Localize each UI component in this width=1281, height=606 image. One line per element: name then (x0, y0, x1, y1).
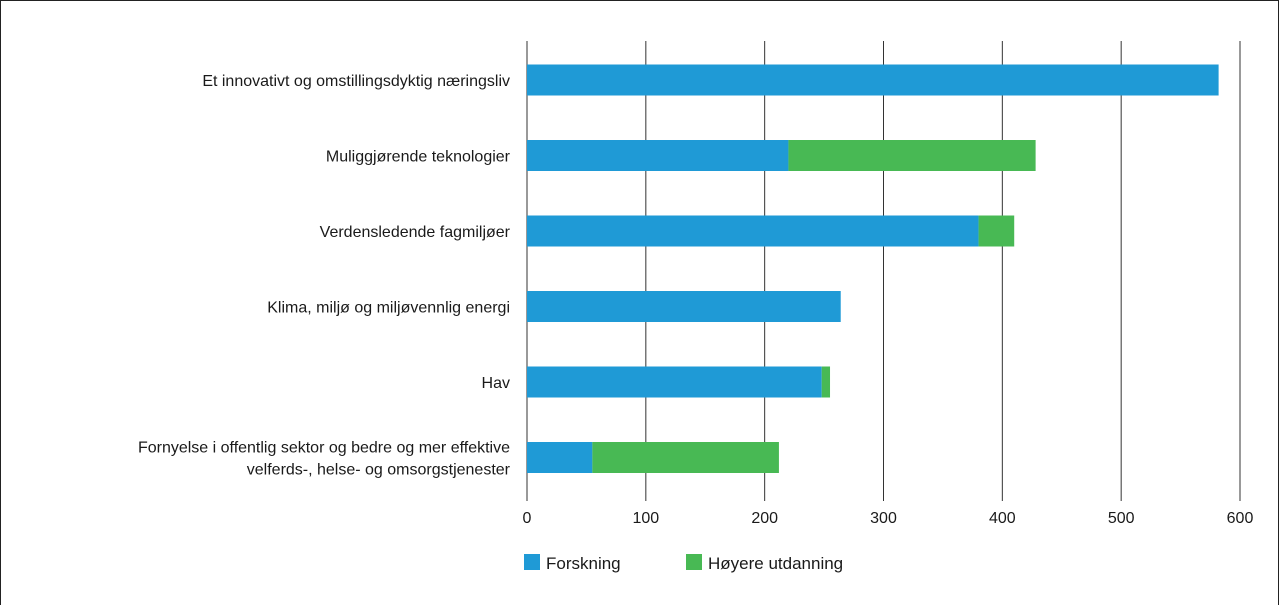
x-tick-label-100: 100 (632, 510, 659, 527)
bar-hoyere-utdanning-4 (821, 366, 831, 398)
category-label-4: Hav (482, 375, 510, 392)
bar-forskning-2 (527, 215, 979, 247)
legend-label-hoyere-utdanning: Høyere utdanning (708, 554, 843, 573)
gridlines (526, 41, 1241, 501)
category-label-5-line-1: velferds-, helse- og omsorgstjenester (247, 462, 511, 479)
x-tick-labels: 0 100 200 300 400 500 600 (523, 510, 1254, 527)
x-tick-label-400: 400 (989, 510, 1016, 527)
x-tick-label-200: 200 (751, 510, 778, 527)
x-tick-label-500: 500 (1108, 510, 1135, 527)
legend-swatch-hoyere-utdanning (686, 554, 702, 570)
bar-forskning-1 (527, 140, 789, 171)
bar-hoyere-utdanning-5 (592, 442, 779, 473)
bars (527, 64, 1219, 473)
bar-forskning-0 (527, 64, 1219, 96)
legend-swatch-forskning (524, 554, 540, 570)
x-tick-label-0: 0 (523, 510, 532, 527)
legend: Forskning Høyere utdanning (524, 554, 843, 573)
category-label-0: Et innovativt og omstillingsdyktig nærin… (202, 73, 510, 90)
category-label-1: Muliggjørende teknologier (326, 149, 511, 166)
category-label-2: Verdensledende fagmiljøer (320, 224, 511, 241)
category-label-3: Klima, miljø og miljøvennlig energi (267, 300, 510, 317)
bar-forskning-3 (527, 291, 841, 322)
x-tick-label-300: 300 (870, 510, 897, 527)
legend-label-forskning: Forskning (546, 554, 621, 573)
bar-forskning-5 (527, 442, 593, 473)
x-tick-label-600: 600 (1227, 510, 1254, 527)
bar-forskning-4 (527, 366, 822, 398)
category-labels: Et innovativt og omstillingsdyktig nærin… (138, 73, 511, 479)
bar-hoyere-utdanning-1 (788, 140, 1036, 171)
bar-hoyere-utdanning-2 (978, 215, 1015, 247)
category-label-5-line-0: Fornyelse i offentlig sektor og bedre og… (138, 440, 510, 457)
